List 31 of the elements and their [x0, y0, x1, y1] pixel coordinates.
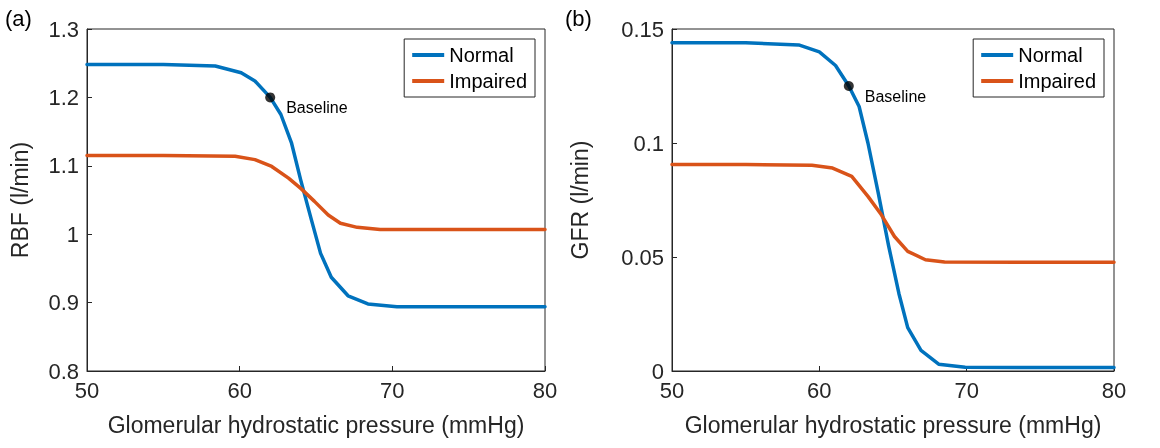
x-axis-title: Glomerular hydrostatic pressure (mmHg)	[684, 411, 1102, 438]
y-tick-label: 0.05	[621, 244, 664, 270]
chart-title: (b)	[565, 5, 592, 31]
y-tick-label: 0	[651, 358, 664, 384]
y-tick-label: 0.9	[48, 290, 79, 316]
y-axis-title: GFR (l/min)	[566, 140, 593, 260]
y-tick-label: 1.2	[48, 84, 79, 110]
y-tick-label: 1.1	[48, 153, 79, 179]
x-tick-label: 80	[1101, 377, 1127, 403]
chart-title: (a)	[5, 5, 32, 31]
legend-label: Normal	[449, 44, 514, 66]
line-series	[670, 162, 1116, 264]
x-tick-label: 60	[807, 377, 832, 403]
legend-label: Impaired	[1018, 70, 1096, 92]
x-axis-title: Glomerular hydrostatic pressure (mmHg)	[107, 411, 525, 438]
x-tick-label: 70	[954, 377, 979, 403]
y-tick-label: 1	[66, 221, 79, 247]
annotation: Baseline	[864, 87, 927, 105]
y-tick-label: 0.1	[633, 130, 664, 156]
x-tick-label: 60	[227, 377, 252, 403]
x-tick-label: 70	[380, 377, 405, 403]
line-series	[85, 62, 547, 309]
y-tick-label: 1.3	[48, 16, 79, 42]
y-axis-title: RBF (l/min)	[6, 141, 33, 259]
line-series	[85, 153, 547, 232]
y-tick-label: 0.15	[621, 16, 664, 42]
legend-label: Normal	[1018, 44, 1083, 66]
y-tick-label: 0.8	[48, 358, 79, 384]
annotation: Baseline	[286, 98, 348, 116]
x-tick-label: 80	[532, 377, 558, 403]
legend-label: Impaired	[449, 70, 527, 92]
